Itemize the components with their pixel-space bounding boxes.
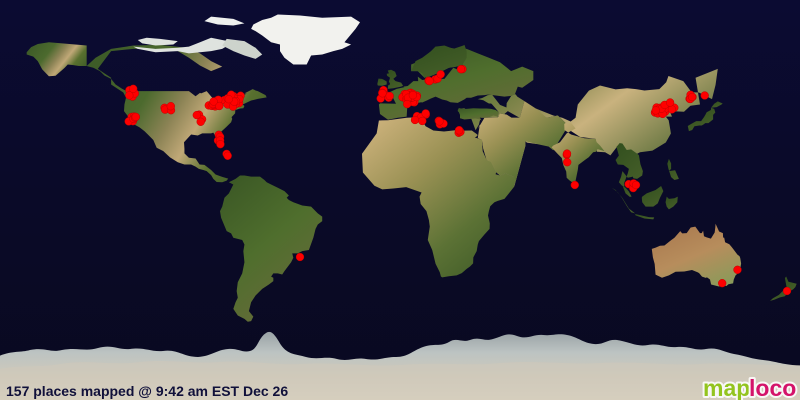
svg-text:loco: loco	[749, 375, 796, 400]
svg-text:map: map	[703, 375, 750, 400]
svg-text:157 places mapped @ 9:42 am ES: 157 places mapped @ 9:42 am EST Dec 26	[6, 383, 288, 399]
